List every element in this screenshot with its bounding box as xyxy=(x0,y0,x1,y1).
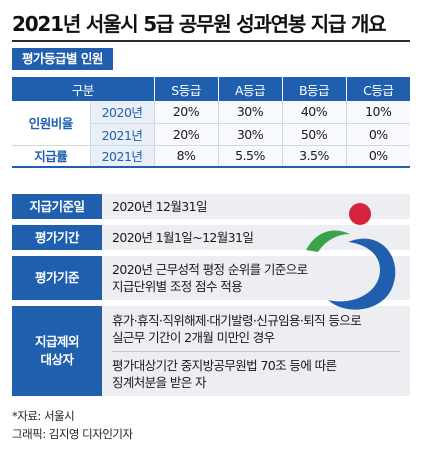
excluded-label-line-1: 지급제외 xyxy=(34,334,80,349)
excluded-divider xyxy=(112,350,400,352)
cell-a: 5.5% xyxy=(218,145,283,168)
excluded-item1-line-2: 실근무 기간이 2개월 미만인 경우 xyxy=(112,329,275,345)
page-title: 2021년 서울시 5급 공무원 성과연봉 지급 개요 xyxy=(12,12,387,36)
graphic-credit: 그래픽: 김지영 디자인기자 xyxy=(12,427,133,441)
cell-c: 0% xyxy=(346,123,411,146)
cell-s: 20% xyxy=(154,123,219,146)
row-group-payment-rate: 지급률 xyxy=(12,145,91,168)
source-note: *자료: 서울시 xyxy=(12,409,75,423)
subheading-badge: 평가등급별 인원 xyxy=(12,48,113,70)
criteria-body: 2020년 근무성적 평정 순위를 기준으로 지급단위별 조정 점수 적용 xyxy=(102,256,410,300)
info-row-base-date: 지급기준일 2020년 12월31일 xyxy=(12,194,410,219)
excluded-label: 지급제외 대상자 xyxy=(12,306,102,396)
header-s-grade: S등급 xyxy=(154,77,219,101)
table-row: 인원비율 2020년 20% 30% 40% 10% xyxy=(12,101,411,146)
emblem-mountain xyxy=(306,230,350,252)
cell-s: 20% xyxy=(154,101,219,124)
header-c-grade: C등급 xyxy=(346,77,411,101)
row-year: 2021년 xyxy=(90,123,155,146)
period-label: 평가기간 xyxy=(12,225,102,250)
seoul-emblem-icon xyxy=(306,203,396,310)
table-row: 지급률 2021년 8% 5.5% 3.5% 0% xyxy=(12,145,411,168)
header-category: 구분 xyxy=(12,77,155,101)
row-group-ratio: 인원비율 xyxy=(12,101,91,146)
base-date-value: 2020년 12월31일 xyxy=(112,199,208,214)
criteria-line-1: 2020년 근무성적 평정 순위를 기준으로 xyxy=(112,262,308,277)
cell-c: 10% xyxy=(346,101,411,124)
info-row-excluded: 지급제외 대상자 휴가·휴직·직위해제·대기발령·신규임용·퇴직 등으로 실근무… xyxy=(12,306,410,396)
base-date-label: 지급기준일 xyxy=(12,194,102,219)
criteria-line-2: 지급단위별 조정 점수 적용 xyxy=(112,279,243,294)
cell-a: 30% xyxy=(218,123,283,146)
emblem-river xyxy=(328,238,396,310)
emblem-sun xyxy=(349,203,371,225)
criteria-label: 평가기준 xyxy=(12,256,102,300)
row-year: 2021년 xyxy=(90,145,155,168)
info-row-criteria: 평가기준 2020년 근무성적 평정 순위를 기준으로 지급단위별 조정 점수 … xyxy=(12,256,410,300)
period-value: 2020년 1월1일~12월31일 xyxy=(112,230,254,245)
table-header-row: 구분 S등급 A등급 B등급 C등급 xyxy=(12,77,411,101)
excluded-item2-line-1: 평가대상기간 중지방공무원법 70조 등에 따른 xyxy=(112,357,337,373)
excluded-body: 휴가·휴직·직위해제·대기발령·신규임용·퇴직 등으로 실근무 기간이 2개월 … xyxy=(102,306,410,396)
excluded-label-line-2: 대상자 xyxy=(40,352,74,367)
cell-s: 8% xyxy=(154,145,219,168)
header-b-grade: B등급 xyxy=(282,77,347,101)
row-year: 2020년 xyxy=(90,101,155,124)
table-row: 2021년 20% 30% 50% 0% xyxy=(12,123,411,146)
period-body: 2020년 1월1일~12월31일 xyxy=(102,225,410,250)
header-a-grade: A등급 xyxy=(218,77,283,101)
cell-b: 3.5% xyxy=(282,145,347,168)
cell-b: 50% xyxy=(282,123,347,146)
title-underline xyxy=(12,40,410,42)
grade-table: 구분 S등급 A등급 B등급 C등급 인원비율 2020년 20% 30% 40… xyxy=(12,77,411,168)
info-row-period: 평가기간 2020년 1월1일~12월31일 xyxy=(12,225,410,250)
cell-a: 30% xyxy=(218,101,283,124)
excluded-item1-line-1: 휴가·휴직·직위해제·대기발령·신규임용·퇴직 등으로 xyxy=(112,312,362,328)
excluded-item2-line-2: 징계처분을 받은 자 xyxy=(112,374,207,390)
cell-c: 0% xyxy=(346,145,411,168)
cell-b: 40% xyxy=(282,101,347,124)
